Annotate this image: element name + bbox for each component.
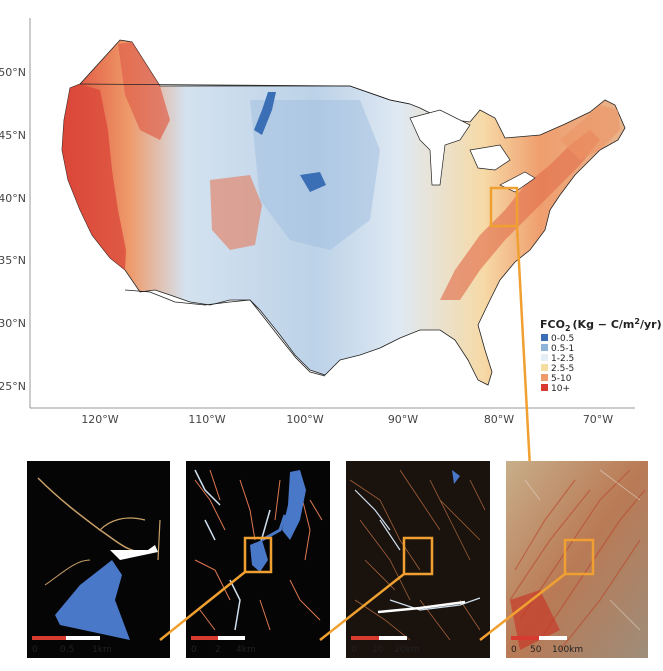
colorado-high-flux bbox=[210, 175, 262, 250]
lon-label-90: 90°W bbox=[388, 413, 418, 426]
legend-label-1: 0.5-1 bbox=[551, 344, 574, 354]
lat-label-40: 40°N bbox=[0, 192, 26, 205]
lat-label-25: 25°N bbox=[0, 380, 26, 393]
inset2-highlight-box bbox=[243, 536, 273, 574]
connector-1-2 bbox=[159, 571, 246, 641]
legend-swatch-3 bbox=[541, 364, 548, 371]
inset-panel-3: 0 10 20km bbox=[346, 461, 490, 658]
missouri-reservoir bbox=[254, 92, 276, 135]
west-coast-high-flux bbox=[62, 84, 126, 270]
map-frame bbox=[29, 18, 635, 409]
inset1-scale-0: 0 bbox=[32, 645, 38, 655]
inset3-scale-mid: 10 bbox=[372, 645, 384, 655]
inset1-scale-end: 1km bbox=[92, 645, 112, 655]
mexico-border bbox=[124, 289, 326, 377]
lon-label-100: 100°W bbox=[286, 413, 323, 426]
inset-panels: 0 0.5 1km 0 2 bbox=[27, 461, 648, 658]
map-connector-line bbox=[515, 225, 532, 469]
legend-swatch-2 bbox=[541, 354, 548, 361]
inset2-scale-mid: 2 bbox=[215, 645, 221, 655]
reservoir-shape bbox=[55, 560, 130, 640]
legend-swatch-5 bbox=[541, 384, 548, 391]
inset4-highlight-box bbox=[563, 538, 595, 576]
legend: FCO2 (Kg − C/m2/yr) 0-0.50.5-11-2.52.5-55… bbox=[540, 317, 662, 394]
appalachian-high-flux bbox=[440, 130, 600, 300]
map-highlight-box bbox=[489, 186, 519, 228]
northeast-flux bbox=[560, 105, 620, 160]
lon-label-120: 120°W bbox=[81, 413, 118, 426]
northern-rockies-high-flux bbox=[118, 42, 170, 140]
latitude-labels: 50°N 45°N 40°N 35°N 30°N 25°N bbox=[0, 66, 26, 393]
legend-title: FCO2 (Kg − C/m2/yr) bbox=[540, 317, 662, 333]
great-lakes bbox=[409, 109, 536, 193]
legend-swatch-4 bbox=[541, 374, 548, 381]
legend-label-3: 2.5-5 bbox=[551, 364, 574, 374]
lat-label-45: 45°N bbox=[0, 129, 26, 142]
nebraska-lowflux bbox=[300, 172, 326, 192]
legend-swatch-0 bbox=[541, 334, 548, 341]
legend-label-5: 10+ bbox=[551, 384, 570, 394]
inset2-scale-0: 0 bbox=[191, 645, 197, 655]
canada-border bbox=[79, 83, 411, 105]
inset3-scale-0: 0 bbox=[351, 645, 357, 655]
lat-label-30: 30°N bbox=[0, 317, 26, 330]
inset1-scale-mid: 0.5 bbox=[60, 645, 74, 655]
lon-label-80: 80°W bbox=[484, 413, 514, 426]
lon-label-110: 110°W bbox=[188, 413, 225, 426]
longitude-labels: 120°W 110°W 100°W 90°W 80°W 70°W bbox=[81, 413, 613, 426]
inset-panel-2: 0 2 4km bbox=[186, 461, 330, 658]
us-map bbox=[61, 39, 626, 469]
inset3-scale-end: 20km bbox=[394, 645, 419, 655]
connector-3-4 bbox=[479, 573, 566, 641]
lat-label-50: 50°N bbox=[0, 66, 26, 79]
lat-label-35: 35°N bbox=[0, 254, 26, 267]
inset4-scale-end: 100km bbox=[552, 645, 583, 655]
legend-label-0: 0-0.5 bbox=[551, 334, 574, 344]
connector-2-3 bbox=[319, 573, 405, 641]
legend-swatch-1 bbox=[541, 344, 548, 351]
legend-label-2: 1-2.5 bbox=[551, 354, 574, 364]
inset3-highlight-box bbox=[402, 536, 434, 576]
inset4-scale-0: 0 bbox=[511, 645, 517, 655]
inset-panel-1: 0 0.5 1km bbox=[27, 461, 170, 658]
inset4-scale-mid: 50 bbox=[530, 645, 542, 655]
legend-label-4: 5-10 bbox=[551, 374, 572, 384]
lon-label-70: 70°W bbox=[583, 413, 613, 426]
inset2-scale-end: 4km bbox=[236, 645, 256, 655]
inset-panel-4: 0 50 100km bbox=[506, 461, 648, 658]
